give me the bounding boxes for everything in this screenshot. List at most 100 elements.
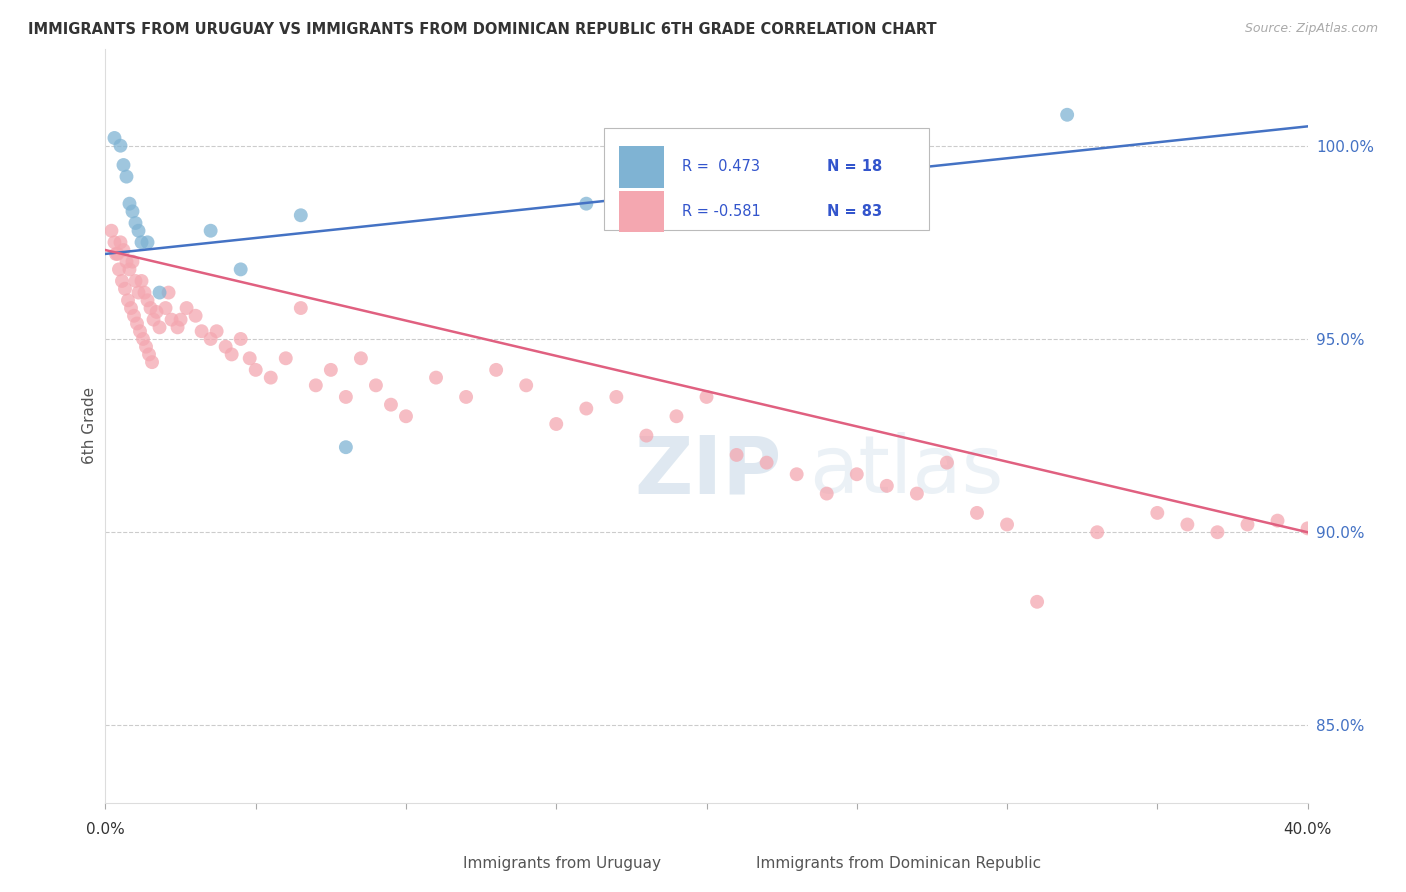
Point xyxy=(160,312,183,326)
Point xyxy=(134,285,156,300)
Point xyxy=(335,440,357,454)
Text: atlas: atlas xyxy=(808,432,1002,510)
Point xyxy=(112,243,135,257)
Text: Immigrants from Dominican Republic: Immigrants from Dominican Republic xyxy=(756,855,1042,871)
Point xyxy=(108,262,131,277)
Point xyxy=(221,347,243,361)
Point xyxy=(136,235,159,250)
Point xyxy=(1026,595,1049,609)
Point xyxy=(110,138,132,153)
Point xyxy=(145,305,167,319)
Point xyxy=(110,235,132,250)
Point xyxy=(876,479,898,493)
FancyBboxPatch shape xyxy=(619,146,665,187)
Point xyxy=(157,285,180,300)
Point xyxy=(319,363,342,377)
Point xyxy=(128,285,150,300)
Point xyxy=(380,398,402,412)
Point xyxy=(1056,108,1078,122)
Point xyxy=(995,517,1018,532)
Point xyxy=(142,312,165,326)
Point xyxy=(200,332,222,346)
Point xyxy=(274,351,297,366)
Point xyxy=(725,448,748,462)
Text: Source: ZipAtlas.com: Source: ZipAtlas.com xyxy=(1244,22,1378,36)
Point xyxy=(665,409,688,424)
Point xyxy=(120,301,142,315)
Point xyxy=(176,301,198,315)
Y-axis label: 6th Grade: 6th Grade xyxy=(82,387,97,465)
Point xyxy=(1236,517,1258,532)
Point xyxy=(905,486,928,500)
Point xyxy=(131,274,153,288)
Point xyxy=(696,390,718,404)
Point xyxy=(148,285,170,300)
FancyBboxPatch shape xyxy=(605,128,929,230)
Point xyxy=(111,274,134,288)
Point xyxy=(139,301,162,315)
Point xyxy=(229,332,252,346)
FancyBboxPatch shape xyxy=(619,191,665,233)
Point xyxy=(515,378,537,392)
Text: Immigrants from Uruguay: Immigrants from Uruguay xyxy=(463,855,661,871)
Point xyxy=(1267,514,1289,528)
Point xyxy=(335,390,357,404)
Text: 40.0%: 40.0% xyxy=(1284,822,1331,837)
Point xyxy=(128,224,150,238)
Point xyxy=(290,301,312,315)
Point xyxy=(575,196,598,211)
Point xyxy=(112,158,135,172)
Point xyxy=(395,409,418,424)
Point xyxy=(425,370,447,384)
Point xyxy=(1296,521,1319,535)
Point xyxy=(129,324,152,338)
Point xyxy=(364,378,387,392)
Point xyxy=(350,351,373,366)
Point xyxy=(104,247,127,261)
Point xyxy=(305,378,328,392)
Point xyxy=(239,351,262,366)
Point xyxy=(290,208,312,222)
Point xyxy=(636,428,658,442)
Text: R =  0.473: R = 0.473 xyxy=(682,160,761,174)
Point xyxy=(485,363,508,377)
Point xyxy=(1146,506,1168,520)
Point xyxy=(141,355,163,369)
Point xyxy=(1206,525,1229,540)
Point xyxy=(138,347,160,361)
Text: 0.0%: 0.0% xyxy=(86,822,125,837)
Text: IMMIGRANTS FROM URUGUAY VS IMMIGRANTS FROM DOMINICAN REPUBLIC 6TH GRADE CORRELAT: IMMIGRANTS FROM URUGUAY VS IMMIGRANTS FR… xyxy=(28,22,936,37)
FancyBboxPatch shape xyxy=(425,837,458,867)
Point xyxy=(131,235,153,250)
Point xyxy=(546,417,568,431)
Point xyxy=(155,301,177,315)
Point xyxy=(214,340,236,354)
Point xyxy=(114,282,136,296)
Point xyxy=(121,254,143,268)
Point xyxy=(121,204,143,219)
Point xyxy=(125,317,148,331)
Point xyxy=(190,324,212,338)
Point xyxy=(755,456,778,470)
Point xyxy=(605,390,627,404)
Point xyxy=(107,247,129,261)
Point xyxy=(184,309,207,323)
Point xyxy=(229,262,252,277)
Point xyxy=(132,332,155,346)
Point xyxy=(200,224,222,238)
Text: ZIP: ZIP xyxy=(634,432,782,510)
Point xyxy=(575,401,598,416)
Point xyxy=(245,363,267,377)
Point xyxy=(148,320,170,334)
Point xyxy=(118,196,141,211)
Point xyxy=(117,293,139,308)
Point xyxy=(124,274,146,288)
Point xyxy=(103,131,125,145)
Point xyxy=(1085,525,1108,540)
Point xyxy=(124,216,146,230)
Point xyxy=(786,467,808,482)
Point xyxy=(845,467,868,482)
FancyBboxPatch shape xyxy=(748,837,782,867)
Point xyxy=(122,309,145,323)
Point xyxy=(936,456,959,470)
